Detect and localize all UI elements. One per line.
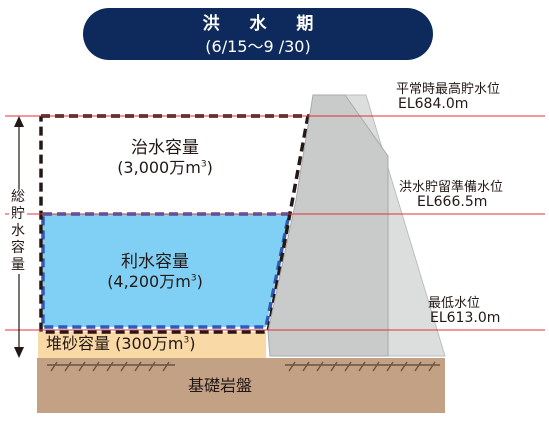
total-storage-label: 総貯水容量 bbox=[9, 189, 27, 274]
bedrock bbox=[37, 358, 445, 413]
level-name: 最低水位 bbox=[428, 296, 481, 311]
level-name: 平常時最高貯水位 bbox=[396, 82, 501, 97]
flood-control-title: 治水容量 bbox=[131, 138, 199, 158]
bedrock-label: 基礎岩盤 bbox=[188, 376, 253, 395]
utilization-amount: (4,200万m3) bbox=[107, 272, 203, 291]
level-label-minimum: 最低水位 EL613.0m bbox=[428, 296, 500, 326]
dam-body bbox=[267, 94, 389, 357]
utilization-area bbox=[41, 212, 292, 329]
period-title: 洪 水 期 bbox=[202, 14, 326, 34]
sediment-label: 堆砂容量 (300万m3) bbox=[46, 334, 196, 353]
level-name: 洪水貯留準備水位 bbox=[399, 180, 504, 195]
level-elevation: EL684.0m bbox=[398, 96, 469, 112]
sediment-area bbox=[38, 332, 266, 358]
period-dates: (6/15～9 /30) bbox=[205, 37, 311, 56]
flood-control-label: 治水容量 (3,000万m3) bbox=[90, 138, 240, 178]
flood-control-amount: (3,000万m3) bbox=[117, 158, 213, 177]
level-elevation: EL613.0m bbox=[430, 310, 501, 326]
level-elevation: EL666.5m bbox=[417, 194, 488, 210]
period-badge: 洪 水 期 (6/15～9 /30) bbox=[83, 8, 433, 60]
level-label-normal-max: 平常時最高貯水位 EL684.0m bbox=[396, 82, 500, 112]
level-label-flood-standby: 洪水貯留準備水位 EL666.5m bbox=[399, 180, 503, 210]
flood-control-outline bbox=[39, 114, 311, 334]
utilization-label: 利水容量 (4,200万m3) bbox=[80, 252, 230, 292]
bedrock-hatching bbox=[47, 361, 440, 372]
utilization-title: 利水容量 bbox=[121, 252, 189, 272]
